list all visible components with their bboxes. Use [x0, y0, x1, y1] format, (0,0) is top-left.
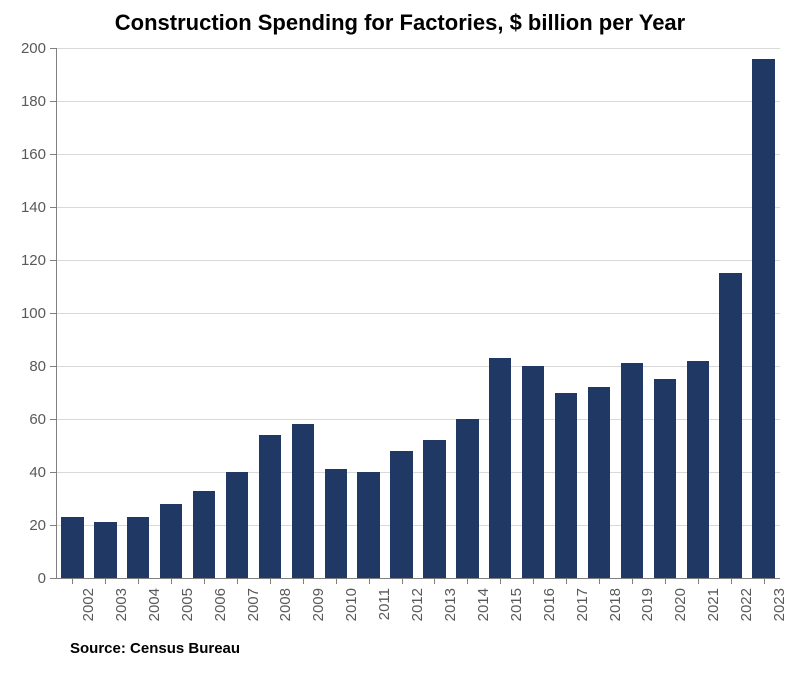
x-tick — [369, 578, 370, 584]
bar — [127, 517, 149, 578]
source-label: Source: Census Bureau — [70, 640, 240, 657]
x-tick — [566, 578, 567, 584]
bar — [752, 59, 774, 578]
bar — [357, 472, 379, 578]
bar — [456, 419, 478, 578]
x-tick — [138, 578, 139, 584]
bar — [719, 273, 741, 578]
x-tick — [533, 578, 534, 584]
chart-container: Construction Spending for Factories, $ b… — [0, 0, 800, 678]
x-tick-label: 2023 — [771, 588, 788, 638]
bar — [588, 387, 610, 578]
x-tick — [336, 578, 337, 584]
x-tick-label: 2014 — [475, 588, 492, 638]
x-tick-label: 2016 — [541, 588, 558, 638]
x-tick-label: 2015 — [508, 588, 525, 638]
x-tick — [698, 578, 699, 584]
gridline — [56, 207, 780, 208]
x-axis — [56, 578, 780, 579]
y-tick-label: 120 — [6, 252, 46, 269]
y-tick-label: 180 — [6, 93, 46, 110]
x-tick — [665, 578, 666, 584]
x-tick-label: 2021 — [705, 588, 722, 638]
x-tick — [105, 578, 106, 584]
x-tick-label: 2007 — [245, 588, 262, 638]
x-tick-label: 2003 — [113, 588, 130, 638]
bar — [423, 440, 445, 578]
gridline — [56, 48, 780, 49]
x-tick-label: 2022 — [738, 588, 755, 638]
chart-title: Construction Spending for Factories, $ b… — [0, 10, 800, 36]
bar — [555, 393, 577, 579]
y-tick-label: 80 — [6, 358, 46, 375]
gridline — [56, 366, 780, 367]
bar — [654, 379, 676, 578]
bar — [61, 517, 83, 578]
x-tick — [402, 578, 403, 584]
bar — [621, 363, 643, 578]
x-tick-label: 2012 — [409, 588, 426, 638]
x-tick — [632, 578, 633, 584]
x-tick-label: 2006 — [212, 588, 229, 638]
gridline — [56, 154, 780, 155]
gridline — [56, 101, 780, 102]
bar — [193, 491, 215, 578]
bar — [390, 451, 412, 578]
x-tick-label: 2019 — [639, 588, 656, 638]
gridline — [56, 313, 780, 314]
y-tick-label: 160 — [6, 146, 46, 163]
x-tick-label: 2017 — [574, 588, 591, 638]
y-tick-label: 140 — [6, 199, 46, 216]
y-axis — [56, 48, 57, 578]
bar — [522, 366, 544, 578]
bar — [226, 472, 248, 578]
x-tick-label: 2005 — [179, 588, 196, 638]
y-tick-label: 200 — [6, 40, 46, 57]
y-tick-label: 20 — [6, 517, 46, 534]
bar — [489, 358, 511, 578]
x-tick — [599, 578, 600, 584]
x-tick-label: 2013 — [442, 588, 459, 638]
x-tick — [467, 578, 468, 584]
x-tick — [731, 578, 732, 584]
y-tick-label: 100 — [6, 305, 46, 322]
x-tick-label: 2011 — [376, 588, 393, 638]
y-tick-label: 0 — [6, 570, 46, 587]
bar — [325, 469, 347, 578]
x-tick-label: 2018 — [607, 588, 624, 638]
bar — [94, 522, 116, 578]
x-tick-label: 2008 — [277, 588, 294, 638]
x-tick — [303, 578, 304, 584]
bar — [292, 424, 314, 578]
x-tick-label: 2002 — [80, 588, 97, 638]
x-tick-label: 2010 — [343, 588, 360, 638]
bar — [160, 504, 182, 578]
x-tick — [500, 578, 501, 584]
y-tick-label: 40 — [6, 464, 46, 481]
x-tick-label: 2009 — [310, 588, 327, 638]
y-tick-label: 60 — [6, 411, 46, 428]
x-tick — [237, 578, 238, 584]
x-tick — [434, 578, 435, 584]
bar — [259, 435, 281, 578]
plot-area — [56, 48, 780, 578]
gridline — [56, 260, 780, 261]
x-tick — [204, 578, 205, 584]
x-tick-label: 2020 — [672, 588, 689, 638]
x-tick — [764, 578, 765, 584]
x-tick — [171, 578, 172, 584]
x-tick — [270, 578, 271, 584]
bar — [687, 361, 709, 578]
x-tick-label: 2004 — [146, 588, 163, 638]
x-tick — [72, 578, 73, 584]
